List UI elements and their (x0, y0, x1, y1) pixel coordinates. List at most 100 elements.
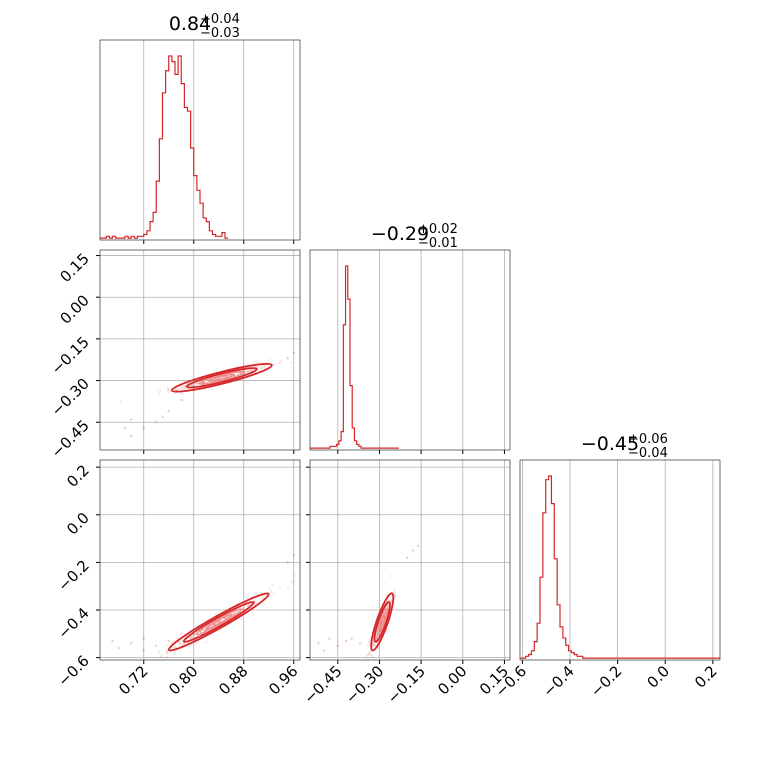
param-title-upper: +0.02 (418, 222, 458, 237)
scatter-point (156, 389, 159, 392)
scatter-point (232, 613, 235, 616)
scatter-outlier (358, 642, 362, 645)
scatter-point (179, 642, 182, 645)
scatter-point (374, 644, 377, 647)
scatter-point (203, 629, 206, 632)
density-contour (170, 362, 273, 393)
scatter-point (165, 651, 168, 654)
scatter-point (265, 364, 269, 367)
scatter-outlier (180, 398, 183, 402)
scatter-point (385, 593, 389, 596)
scatter-point (269, 358, 272, 361)
scatter-point (372, 656, 375, 659)
scatter-outlier (167, 639, 170, 643)
scatter-point (249, 369, 252, 373)
scatter-point (183, 385, 187, 388)
density-contour (182, 601, 255, 643)
scatter-point (290, 581, 293, 584)
tick-label-x: 0.0 (643, 662, 673, 692)
scatter-point (272, 592, 275, 595)
panel-axes: −0.45−0.30−0.15 0.00 0.15 (48, 250, 300, 462)
scatter-point (182, 643, 186, 646)
scatter-point (254, 593, 257, 596)
scatter-point (191, 383, 194, 387)
scatter-point (247, 604, 250, 607)
scatter-point (251, 612, 254, 615)
scatter-point (172, 640, 175, 643)
scatter-point (166, 652, 169, 656)
scatter-point (196, 382, 199, 385)
scatter-point (368, 638, 371, 641)
param-title-upper: +0.06 (628, 432, 668, 447)
tick-label-x: 0.96 (265, 662, 301, 698)
scatter-outlier (142, 649, 145, 652)
scatter-point (196, 382, 199, 385)
scatter-point (234, 611, 238, 614)
scatter-point (386, 591, 389, 594)
tick-label-x: 0.2 (691, 662, 721, 692)
scatter-point (243, 606, 246, 609)
scatter-point (268, 587, 271, 590)
scatter-point (178, 642, 181, 645)
tick-label-y: −0.2 (54, 556, 92, 594)
scatter-point (388, 599, 391, 602)
scatter-point (279, 359, 282, 362)
density-contour (208, 373, 235, 382)
scatter-point (261, 366, 264, 369)
scatter-point (393, 589, 396, 592)
scatter-point (218, 377, 221, 380)
scatter-point (180, 639, 184, 643)
scatter-point (280, 362, 283, 365)
scatter-point (375, 642, 379, 645)
scatter-point (182, 385, 185, 388)
tick-label-x: −0.15 (384, 662, 429, 707)
scatter-point (370, 654, 374, 658)
scatter-point (386, 606, 390, 609)
scatter-point (367, 657, 370, 660)
scatter-point (381, 618, 385, 621)
scatter-point (182, 387, 185, 390)
scatter-point (175, 389, 178, 392)
scatter-outlier (317, 642, 320, 645)
scatter-point (247, 604, 250, 607)
scatter-point (372, 642, 375, 645)
histogram-3 (520, 475, 720, 659)
scatter-point (263, 365, 266, 368)
scatter-point (232, 612, 235, 615)
histogram-1 (100, 55, 229, 239)
scatter-point (273, 363, 276, 366)
tick-label-y: −0.30 (48, 375, 93, 420)
scatter-point (159, 389, 162, 392)
panel-frame (519, 459, 721, 661)
scatter-point (243, 363, 246, 366)
scatter-point (188, 636, 192, 639)
scatter-point (369, 650, 372, 653)
scatter-outlier (161, 415, 164, 418)
tick-label-x: −0.30 (342, 662, 387, 707)
scatter-point (271, 584, 274, 587)
scatter-point (246, 370, 249, 373)
scatter-outlier (130, 434, 133, 438)
scatter-outlier (406, 556, 409, 559)
scatter-point (263, 367, 266, 370)
scatter-point (184, 387, 188, 391)
scatter-point (367, 651, 370, 654)
scatter-point (119, 400, 123, 403)
tick-label-y: 0.2 (63, 461, 93, 491)
density-contour (167, 592, 270, 652)
scatter-point (371, 644, 375, 647)
scatter-point (226, 375, 229, 378)
scatter-point (167, 388, 170, 391)
scatter-point (192, 633, 195, 636)
scatter-point (375, 635, 378, 639)
scatter-point (363, 656, 366, 660)
scatter-point (166, 389, 170, 392)
tick-label-y: −0.4 (54, 604, 92, 642)
scatter-point (158, 394, 161, 397)
scatter-outlier (180, 632, 183, 636)
scatter-point (369, 654, 372, 657)
scatter-outlier (111, 639, 114, 643)
scatter-outlier (350, 637, 353, 640)
scatter-point (240, 618, 243, 621)
